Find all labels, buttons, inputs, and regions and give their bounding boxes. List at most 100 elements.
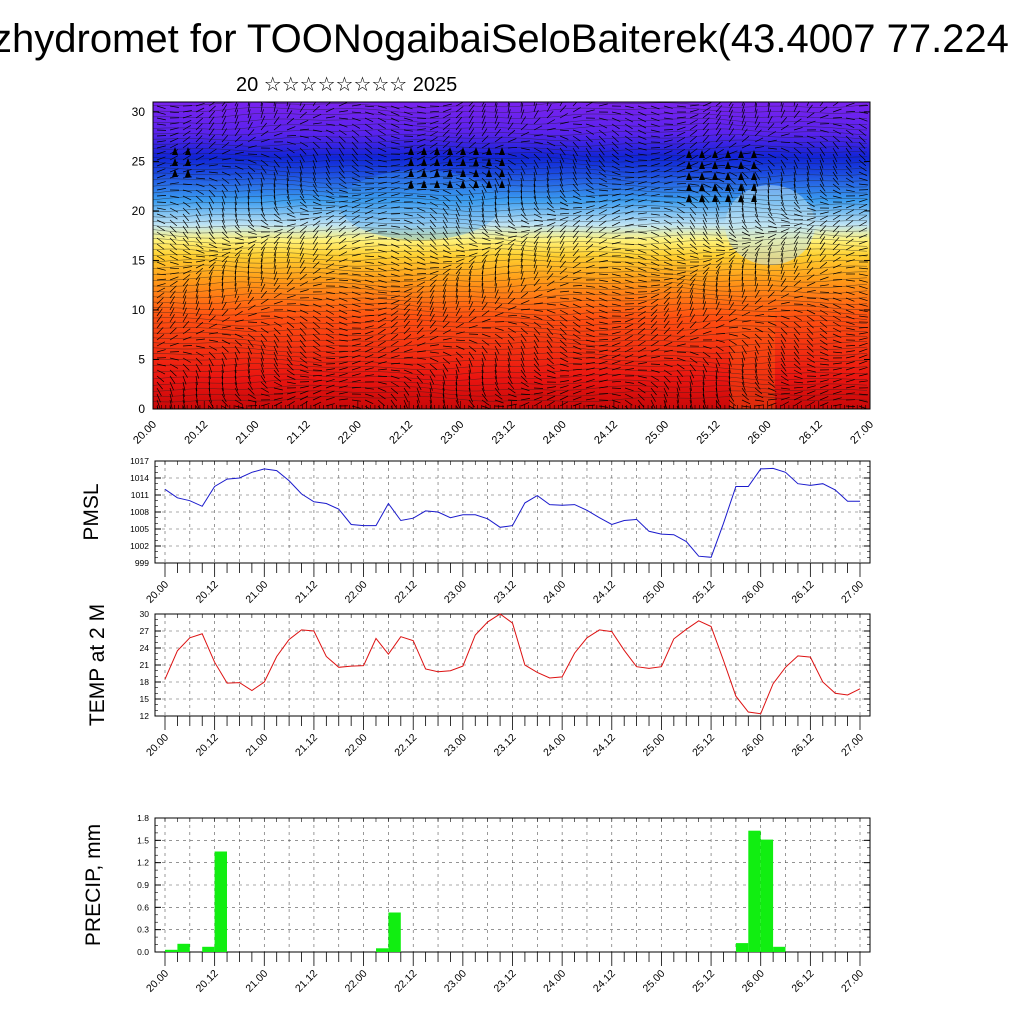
wind-barb <box>533 363 541 372</box>
wind-barb <box>325 219 334 227</box>
wind-barb <box>702 289 706 299</box>
wind-barb <box>156 145 166 149</box>
wind-barb <box>182 201 191 208</box>
wind-barb <box>598 279 608 282</box>
wind-barb <box>533 213 543 219</box>
wind-barb <box>741 207 745 217</box>
wind-barb <box>611 380 622 383</box>
grid <box>155 614 870 716</box>
wind-barb <box>754 248 760 257</box>
wind-barb <box>689 213 696 222</box>
wind-barb <box>208 231 215 240</box>
wind-barb <box>754 129 762 137</box>
wind-barb <box>624 123 633 130</box>
wind-barb <box>624 210 634 215</box>
wind-barb <box>520 308 530 311</box>
wind-barb <box>832 339 842 344</box>
wind-barb <box>559 267 567 275</box>
wind-barb <box>793 213 803 217</box>
wind-barb <box>325 339 335 344</box>
wind-barb <box>468 104 475 113</box>
wind-barb <box>481 393 488 402</box>
wind-barb <box>806 230 813 239</box>
contour-line <box>153 156 868 163</box>
wind-barb <box>351 291 361 296</box>
wind-barb <box>676 284 684 293</box>
wind-barb <box>234 393 242 401</box>
x-tick-label: 22.12 <box>387 419 415 447</box>
wind-barb <box>312 401 322 407</box>
wind-barb <box>806 189 812 198</box>
wind-barb <box>793 375 803 380</box>
wind-barb <box>585 309 595 315</box>
wind-barb <box>611 291 621 295</box>
wind-barb <box>299 165 303 175</box>
wind-barb <box>442 148 451 155</box>
wind-barb <box>338 333 348 337</box>
wind-barb <box>494 136 503 143</box>
wind-flag <box>751 161 757 169</box>
wind-barb <box>429 249 438 256</box>
wind-barb <box>182 255 192 260</box>
wind-barb <box>169 393 173 403</box>
wind-barb <box>273 247 278 257</box>
wind-barb <box>637 279 647 283</box>
wind-barb <box>286 315 296 321</box>
wind-barb <box>195 405 199 409</box>
wind-barb <box>754 146 764 149</box>
wind-barb <box>416 249 425 256</box>
wind-barb <box>663 369 672 376</box>
wind-barb <box>260 265 263 275</box>
wind-barb <box>780 381 790 386</box>
wind-barb <box>390 147 400 150</box>
wind-barb <box>481 207 485 217</box>
contour-line <box>153 134 868 142</box>
wind-barb <box>351 309 361 313</box>
wind-barb <box>455 271 461 281</box>
wind-barb <box>819 291 830 293</box>
wind-barb <box>832 210 842 215</box>
wind-barb <box>572 262 581 269</box>
wind-barb <box>546 165 550 175</box>
wind-barb <box>728 115 733 125</box>
wind-barb <box>455 295 459 305</box>
wind-barb <box>234 319 244 323</box>
wind-barb <box>546 266 553 275</box>
wind-barb <box>195 375 198 385</box>
wind-barb <box>598 321 608 325</box>
wind-barb <box>559 113 568 119</box>
wind-barb <box>442 295 446 305</box>
wind-barb <box>442 268 451 275</box>
wind-barb <box>156 243 165 250</box>
wind-barb <box>845 392 855 395</box>
wind-barb <box>598 209 608 215</box>
contour-line <box>153 188 867 196</box>
wind-barb <box>208 271 213 281</box>
wind-barb <box>156 334 165 341</box>
wind-barb <box>624 291 634 294</box>
wind-barb <box>767 102 769 107</box>
wind-barb <box>650 321 658 329</box>
wind-barb <box>650 375 660 381</box>
wind-barb <box>494 283 498 293</box>
series-line <box>164 467 860 558</box>
wind-barb <box>325 177 332 186</box>
wind-barb <box>767 123 775 131</box>
wind-barb <box>611 360 621 365</box>
wind-barb <box>403 387 410 396</box>
wind-barb <box>182 176 192 179</box>
wind-barb <box>728 237 738 242</box>
wind-barb <box>780 369 788 377</box>
wind-barb <box>260 171 265 181</box>
wind-barb <box>325 183 333 191</box>
wind-barb <box>442 103 452 107</box>
wind-barb <box>325 129 335 134</box>
wind-barb <box>208 387 211 397</box>
wind-barb <box>468 357 473 367</box>
wind-barb <box>455 122 462 131</box>
wind-barb <box>767 381 776 388</box>
wind-barb <box>455 225 461 235</box>
wind-barb <box>208 261 216 269</box>
wind-barb <box>169 207 179 213</box>
wind-barb <box>260 103 263 113</box>
